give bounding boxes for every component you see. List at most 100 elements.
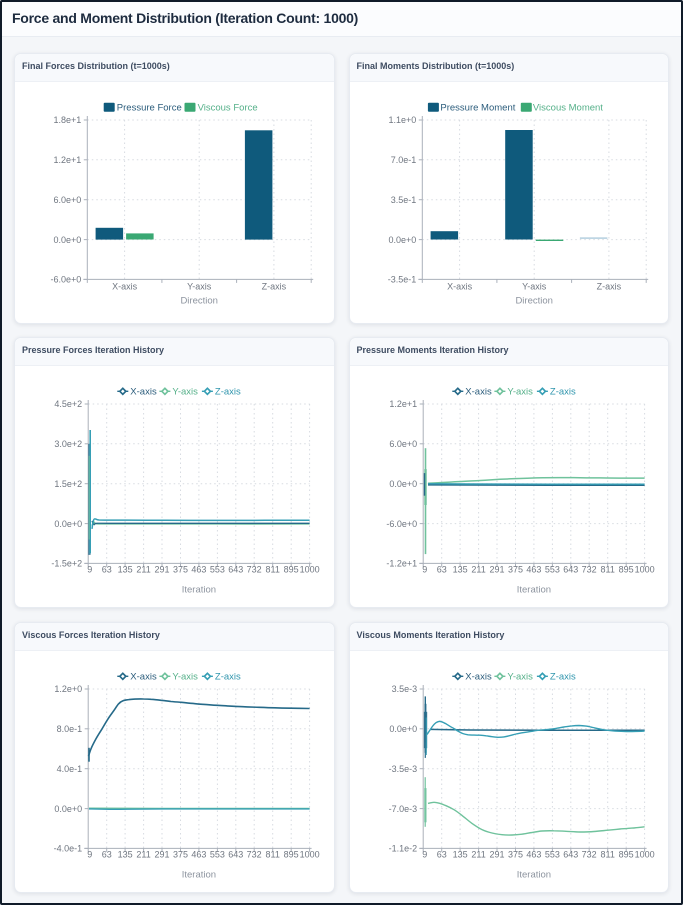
svg-text:1000: 1000	[300, 849, 320, 859]
svg-text:63: 63	[436, 849, 446, 859]
svg-text:7.0e-1: 7.0e-1	[390, 155, 416, 165]
svg-text:-6.0e+0: -6.0e+0	[51, 274, 82, 284]
svg-text:811: 811	[600, 564, 614, 574]
svg-text:463: 463	[526, 849, 541, 859]
svg-text:375: 375	[507, 849, 522, 859]
svg-text:1000: 1000	[634, 849, 654, 859]
svg-text:211: 211	[136, 849, 150, 859]
svg-text:375: 375	[173, 564, 188, 574]
svg-text:63: 63	[436, 564, 446, 574]
svg-text:Y-axis: Y-axis	[507, 387, 533, 398]
svg-text:Y-axis: Y-axis	[172, 672, 198, 683]
svg-text:9: 9	[422, 849, 427, 859]
svg-text:211: 211	[471, 564, 485, 574]
svg-text:291: 291	[154, 564, 169, 574]
svg-text:Z-axis: Z-axis	[262, 281, 287, 291]
svg-text:811: 811	[266, 849, 280, 859]
svg-text:Direction: Direction	[180, 295, 218, 306]
svg-text:1000: 1000	[634, 564, 654, 574]
svg-text:732: 732	[581, 849, 596, 859]
svg-text:63: 63	[102, 849, 112, 859]
svg-text:375: 375	[173, 849, 188, 859]
svg-text:-7.0e-3: -7.0e-3	[388, 804, 417, 814]
svg-text:895: 895	[618, 564, 633, 574]
svg-text:553: 553	[210, 849, 225, 859]
svg-text:-1.2e+1: -1.2e+1	[386, 559, 417, 569]
svg-text:X-axis: X-axis	[130, 672, 157, 683]
svg-text:0.0e+0: 0.0e+0	[54, 519, 82, 529]
svg-text:Y-axis: Y-axis	[522, 281, 547, 291]
svg-text:1.2e+1: 1.2e+1	[389, 399, 417, 409]
svg-text:3.5e-3: 3.5e-3	[391, 684, 417, 694]
svg-text:732: 732	[247, 564, 262, 574]
svg-text:Viscous Force: Viscous Force	[198, 102, 258, 113]
svg-text:811: 811	[266, 564, 280, 574]
svg-text:553: 553	[210, 564, 225, 574]
svg-text:Iteration: Iteration	[516, 584, 550, 595]
svg-text:Z-axis: Z-axis	[215, 387, 241, 398]
svg-text:-1.1e-2: -1.1e-2	[388, 844, 417, 854]
svg-text:Iteration: Iteration	[182, 584, 216, 595]
svg-text:0.0e+0: 0.0e+0	[388, 234, 416, 244]
svg-text:X-axis: X-axis	[112, 281, 138, 291]
svg-text:Z-axis: Z-axis	[596, 281, 621, 291]
svg-text:Z-axis: Z-axis	[549, 387, 575, 398]
svg-text:291: 291	[489, 849, 504, 859]
svg-text:291: 291	[489, 564, 504, 574]
svg-text:X-axis: X-axis	[465, 672, 492, 683]
svg-text:1.2e+1: 1.2e+1	[54, 155, 82, 165]
svg-text:-1.5e+2: -1.5e+2	[51, 559, 82, 569]
svg-text:9: 9	[87, 564, 92, 574]
svg-text:3.5e-1: 3.5e-1	[390, 194, 416, 204]
svg-text:6.0e+0: 6.0e+0	[54, 194, 82, 204]
svg-text:Pressure Moment: Pressure Moment	[440, 102, 515, 113]
svg-text:Iteration: Iteration	[516, 869, 550, 880]
svg-text:4.5e+2: 4.5e+2	[54, 399, 82, 409]
svg-text:1.5e+2: 1.5e+2	[54, 479, 82, 489]
svg-text:732: 732	[247, 849, 262, 859]
svg-text:1.2e+0: 1.2e+0	[54, 684, 82, 694]
svg-text:135: 135	[452, 849, 467, 859]
svg-text:1.1e+0: 1.1e+0	[388, 115, 416, 125]
svg-text:6.0e+0: 6.0e+0	[389, 439, 417, 449]
svg-text:211: 211	[136, 564, 150, 574]
svg-text:643: 643	[563, 849, 578, 859]
svg-text:9: 9	[422, 564, 427, 574]
svg-text:643: 643	[563, 564, 578, 574]
svg-text:375: 375	[507, 564, 522, 574]
svg-text:463: 463	[526, 564, 541, 574]
svg-text:1000: 1000	[300, 564, 320, 574]
svg-text:3.0e+2: 3.0e+2	[54, 439, 82, 449]
svg-text:Y-axis: Y-axis	[172, 387, 198, 398]
svg-text:135: 135	[118, 564, 133, 574]
svg-text:-3.5e-3: -3.5e-3	[388, 764, 417, 774]
svg-text:553: 553	[544, 564, 559, 574]
svg-text:4.0e-1: 4.0e-1	[57, 764, 83, 774]
svg-text:X-axis: X-axis	[130, 387, 157, 398]
svg-text:135: 135	[118, 849, 133, 859]
svg-text:463: 463	[191, 849, 206, 859]
svg-text:Viscous Moment: Viscous Moment	[532, 102, 602, 113]
svg-text:643: 643	[228, 849, 243, 859]
svg-text:Iteration: Iteration	[182, 869, 216, 880]
svg-text:-6.0e+0: -6.0e+0	[386, 519, 417, 529]
svg-text:X-axis: X-axis	[465, 387, 492, 398]
svg-text:0.0e+0: 0.0e+0	[389, 479, 417, 489]
svg-text:-3.5e-1: -3.5e-1	[387, 274, 416, 284]
svg-text:-4.0e-1: -4.0e-1	[54, 844, 83, 854]
svg-text:895: 895	[618, 849, 633, 859]
svg-text:732: 732	[581, 564, 596, 574]
svg-text:135: 135	[452, 564, 467, 574]
svg-text:1.8e+1: 1.8e+1	[54, 115, 82, 125]
svg-text:Y-axis: Y-axis	[187, 281, 212, 291]
svg-text:811: 811	[600, 849, 614, 859]
svg-text:63: 63	[102, 564, 112, 574]
svg-text:553: 553	[544, 849, 559, 859]
svg-text:211: 211	[471, 849, 485, 859]
svg-text:Y-axis: Y-axis	[507, 672, 533, 683]
svg-text:Pressure Force: Pressure Force	[117, 102, 182, 113]
svg-text:9: 9	[87, 849, 92, 859]
svg-text:895: 895	[284, 564, 299, 574]
svg-text:463: 463	[191, 564, 206, 574]
svg-text:Z-axis: Z-axis	[215, 672, 241, 683]
